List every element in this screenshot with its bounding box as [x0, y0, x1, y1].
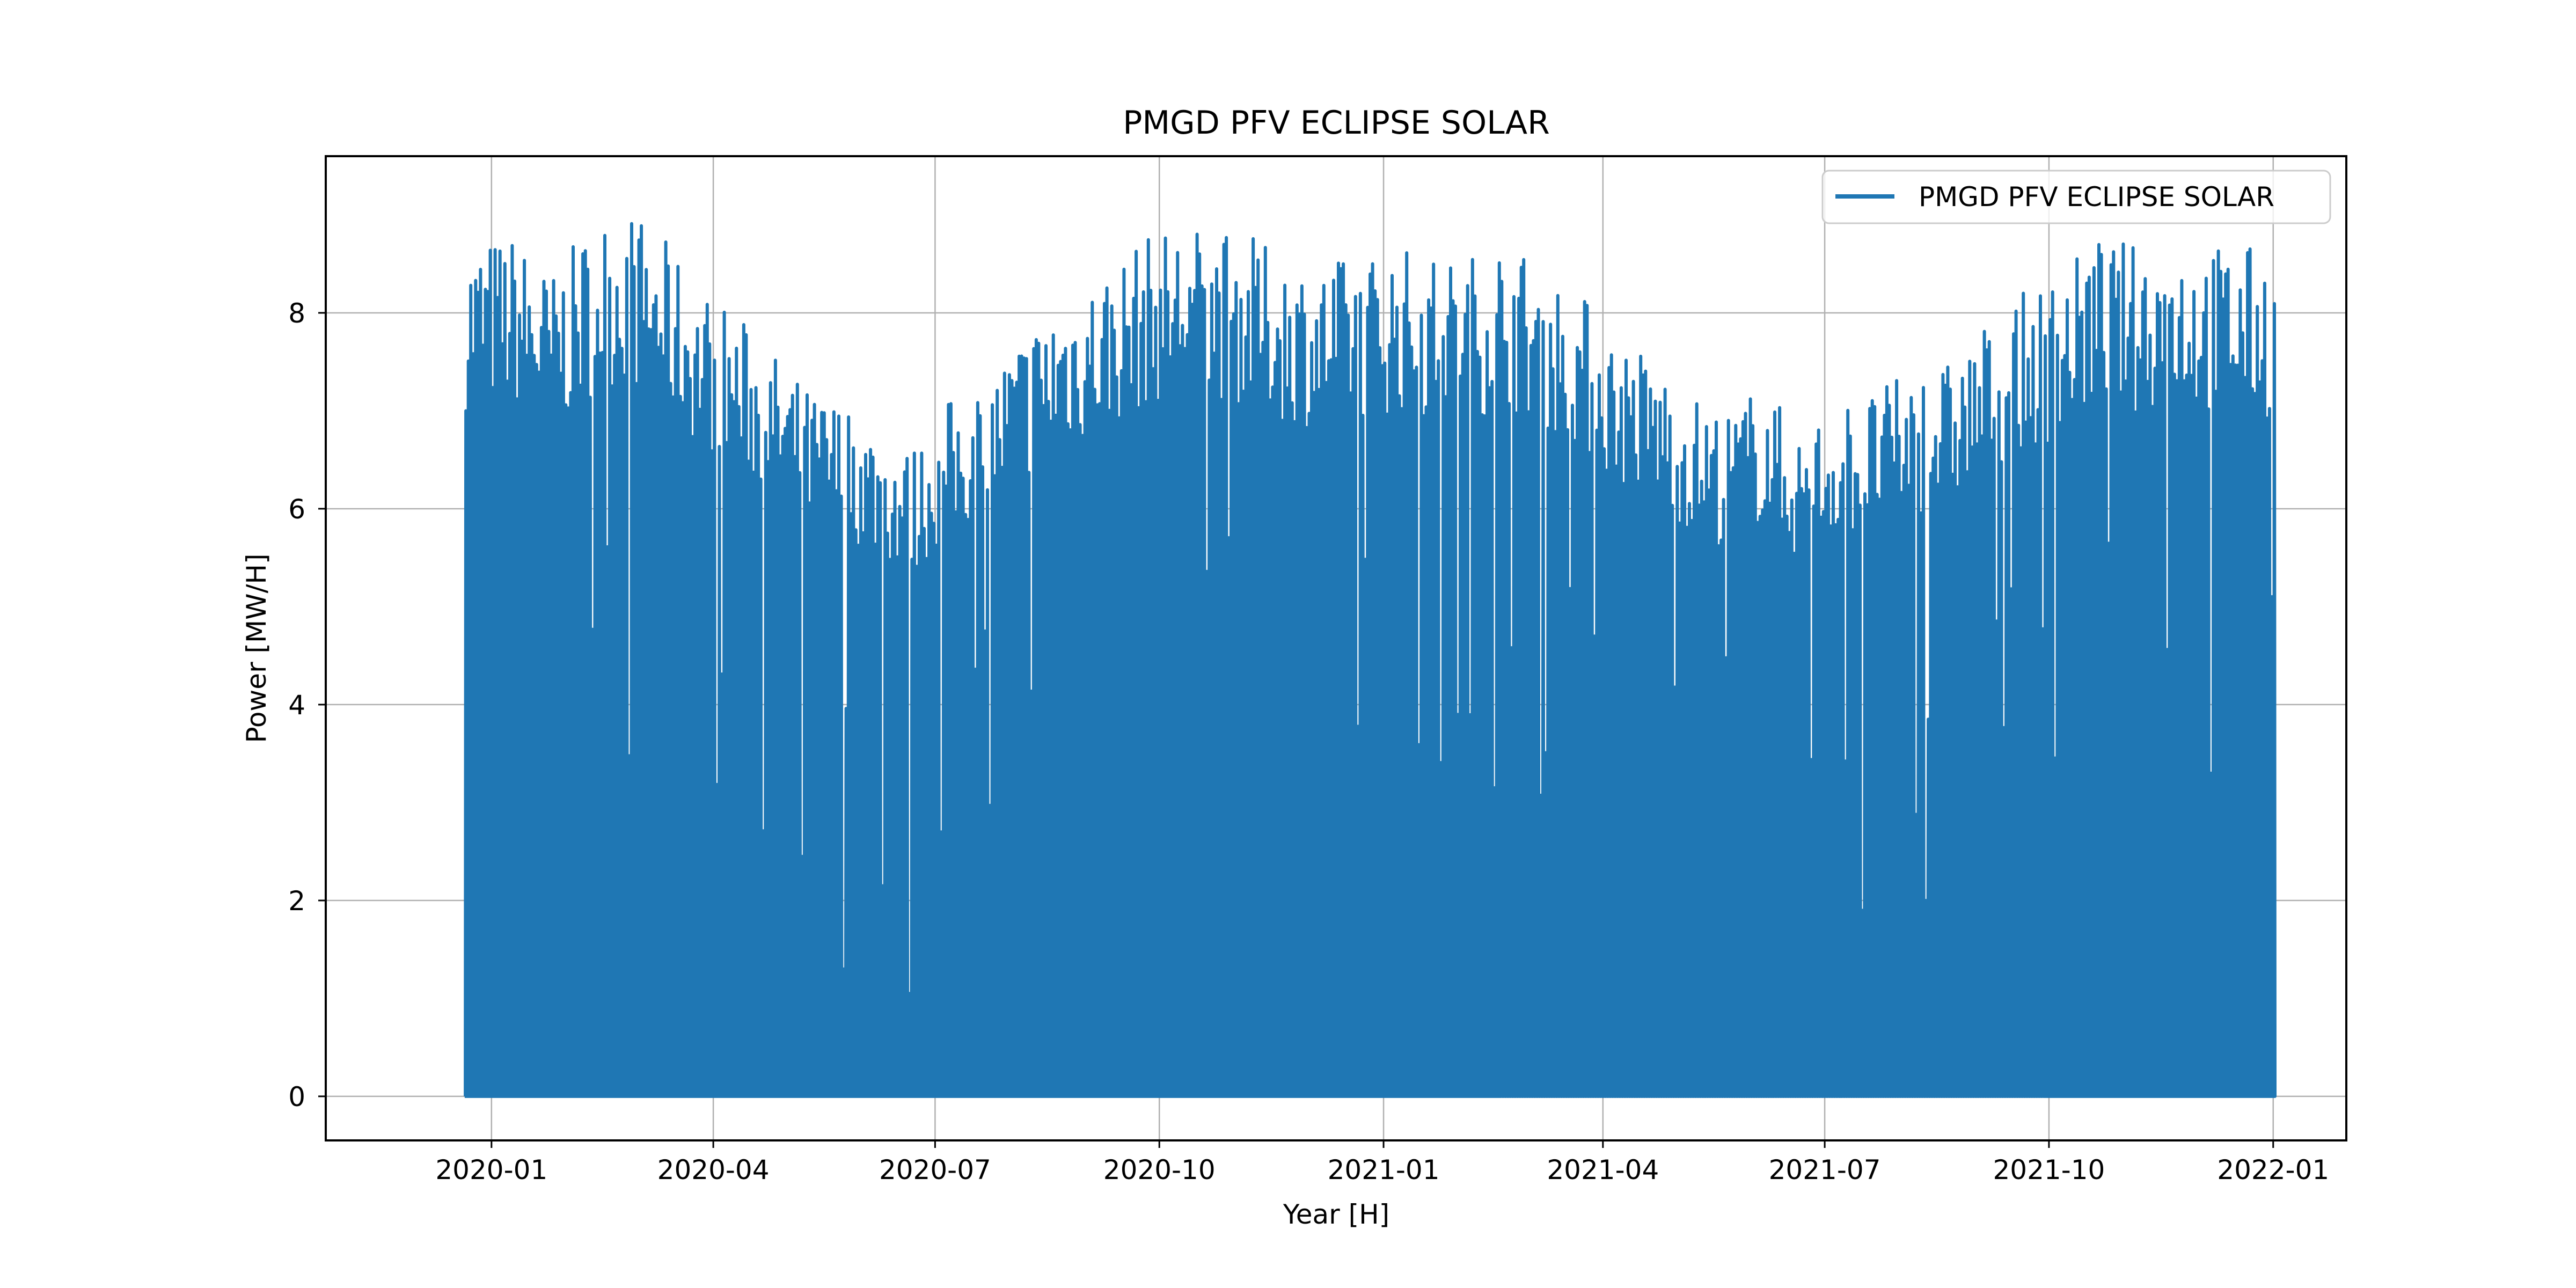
y-tick-label: 0	[288, 1081, 305, 1113]
y-tick-label: 8	[288, 298, 305, 329]
x-tick-label: 2021-04	[1547, 1154, 1659, 1185]
x-tick-label: 2020-04	[657, 1154, 770, 1185]
x-tick-label: 2020-01	[435, 1154, 547, 1185]
x-tick-label: 2021-01	[1328, 1154, 1440, 1185]
legend: PMGD PFV ECLIPSE SOLAR	[1821, 170, 2331, 224]
chart-title: PMGD PFV ECLIPSE SOLAR	[1123, 104, 1550, 142]
axis-ticks: 2020-01 2020-04 2020-07 2020-10 2021-01 2021-…	[288, 298, 2329, 1185]
y-tick-label: 2	[288, 885, 305, 917]
plot-frame	[325, 155, 2347, 1141]
y-tick-label: 4	[288, 690, 305, 721]
x-tick-label: 2020-07	[879, 1154, 991, 1185]
x-tick-label: 2021-10	[1993, 1154, 2105, 1185]
x-tick-label: 2020-10	[1103, 1154, 1216, 1185]
x-axis-label: Year [H]	[1283, 1199, 1389, 1230]
series-line-pmgd-pfv-eclipse-solar	[464, 222, 2277, 1098]
y-tick-label: 6	[288, 494, 305, 525]
legend-entry: PMGD PFV ECLIPSE SOLAR	[1919, 181, 2274, 213]
x-tick-label: 2022-01	[2217, 1154, 2329, 1185]
y-axis-label: Power [MW/H]	[241, 553, 272, 743]
legend-box	[1821, 170, 2331, 224]
x-tick-label: 2021-07	[1769, 1154, 1881, 1185]
data-series	[464, 222, 2277, 1098]
